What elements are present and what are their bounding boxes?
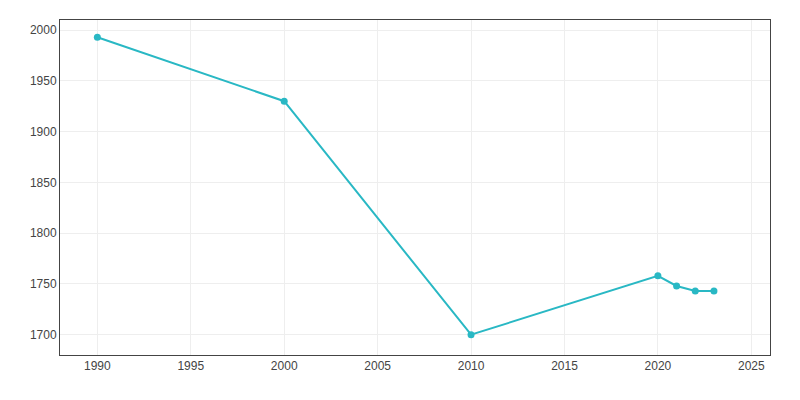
- svg-text:1990: 1990: [84, 359, 111, 373]
- svg-text:1850: 1850: [30, 176, 57, 190]
- svg-text:1995: 1995: [177, 359, 204, 373]
- svg-text:1900: 1900: [30, 125, 57, 139]
- svg-text:2005: 2005: [364, 359, 391, 373]
- svg-text:2000: 2000: [30, 23, 57, 37]
- svg-text:1750: 1750: [30, 277, 57, 291]
- svg-text:1800: 1800: [30, 226, 57, 240]
- svg-text:2025: 2025: [738, 359, 765, 373]
- svg-text:1700: 1700: [30, 328, 57, 342]
- svg-text:2000: 2000: [271, 359, 298, 373]
- svg-text:2020: 2020: [645, 359, 672, 373]
- svg-text:2010: 2010: [458, 359, 485, 373]
- svg-text:2015: 2015: [551, 359, 578, 373]
- svg-text:1950: 1950: [30, 74, 57, 88]
